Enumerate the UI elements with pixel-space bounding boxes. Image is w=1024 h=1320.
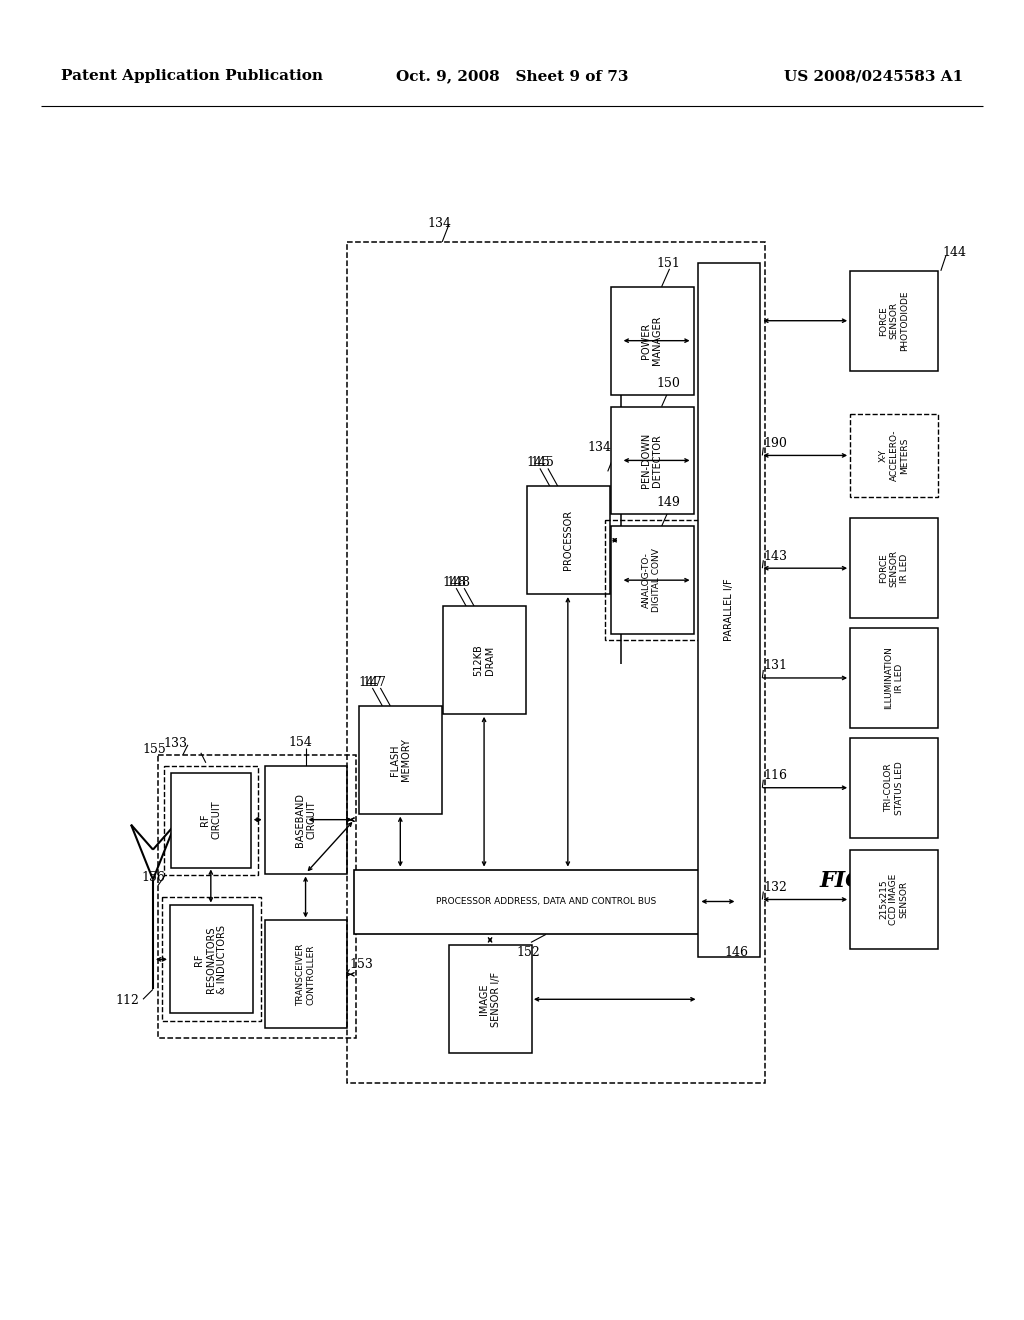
Text: POWER
MANAGER: POWER MANAGER bbox=[641, 315, 663, 366]
Bar bbox=[850, 519, 938, 618]
Bar bbox=[164, 766, 258, 875]
Text: FORCE
SENSOR
PHOTODIODE: FORCE SENSOR PHOTODIODE bbox=[879, 290, 909, 351]
Text: 132: 132 bbox=[763, 880, 787, 894]
Bar bbox=[698, 263, 761, 957]
Bar bbox=[527, 486, 609, 594]
Text: 143: 143 bbox=[763, 549, 787, 562]
Text: PROCESSOR: PROCESSOR bbox=[563, 511, 572, 570]
Text: X-Y
ACCELERO-
METERS: X-Y ACCELERO- METERS bbox=[879, 430, 909, 482]
Text: 512KB
DRAM: 512KB DRAM bbox=[473, 644, 495, 676]
Text: FORCE
SENSOR
IR LED: FORCE SENSOR IR LED bbox=[879, 549, 909, 587]
Bar bbox=[450, 945, 531, 1053]
Text: 145: 145 bbox=[530, 457, 554, 470]
Text: Patent Application Publication: Patent Application Publication bbox=[61, 69, 324, 83]
Text: 134: 134 bbox=[588, 441, 611, 454]
Text: US 2008/0245583 A1: US 2008/0245583 A1 bbox=[783, 69, 963, 83]
Bar bbox=[610, 286, 693, 395]
Text: ILLUMINATION
IR LED: ILLUMINATION IR LED bbox=[885, 647, 903, 709]
Bar bbox=[170, 906, 253, 1014]
Bar bbox=[264, 920, 347, 1028]
Text: 134: 134 bbox=[427, 216, 452, 230]
Text: 149: 149 bbox=[656, 496, 681, 510]
Text: FIG. 10: FIG. 10 bbox=[819, 870, 910, 891]
Text: 156: 156 bbox=[141, 871, 165, 883]
Text: 155: 155 bbox=[142, 743, 166, 756]
Text: 150: 150 bbox=[656, 376, 681, 389]
Bar bbox=[605, 520, 737, 640]
Bar bbox=[354, 870, 737, 935]
Bar bbox=[850, 850, 938, 949]
Text: TRI-COLOR
STATUS LED: TRI-COLOR STATUS LED bbox=[885, 760, 903, 814]
Bar bbox=[443, 606, 526, 714]
Text: 147: 147 bbox=[362, 676, 386, 689]
Bar bbox=[171, 772, 251, 867]
Text: 148: 148 bbox=[442, 576, 466, 589]
Text: 153: 153 bbox=[349, 958, 374, 970]
Text: 154: 154 bbox=[289, 735, 312, 748]
Bar bbox=[162, 898, 261, 1022]
Text: PARALLEL I/F: PARALLEL I/F bbox=[724, 578, 734, 642]
Text: 131: 131 bbox=[763, 660, 787, 672]
Text: 190: 190 bbox=[763, 437, 787, 450]
Text: RF
CIRCUIT: RF CIRCUIT bbox=[200, 800, 221, 840]
Bar bbox=[850, 413, 938, 498]
Text: Oct. 9, 2008   Sheet 9 of 73: Oct. 9, 2008 Sheet 9 of 73 bbox=[395, 69, 629, 83]
Bar bbox=[347, 242, 765, 1084]
Text: 148: 148 bbox=[446, 576, 470, 589]
Text: 146: 146 bbox=[724, 946, 749, 960]
Bar bbox=[264, 766, 347, 874]
Text: 152: 152 bbox=[516, 946, 540, 960]
Bar bbox=[359, 706, 442, 813]
Bar bbox=[610, 407, 693, 515]
Text: 151: 151 bbox=[656, 257, 681, 269]
Bar bbox=[610, 527, 693, 634]
Text: PROCESSOR ADDRESS, DATA AND CONTROL BUS: PROCESSOR ADDRESS, DATA AND CONTROL BUS bbox=[436, 898, 656, 906]
Text: 215x215
CCD IMAGE
SENSOR: 215x215 CCD IMAGE SENSOR bbox=[879, 874, 909, 925]
Bar bbox=[850, 271, 938, 371]
Text: 116: 116 bbox=[763, 770, 787, 783]
Bar bbox=[158, 755, 356, 1039]
Text: TRANSCEIVER
CONTROLLER: TRANSCEIVER CONTROLLER bbox=[296, 944, 315, 1006]
Text: IMAGE
SENSOR I/F: IMAGE SENSOR I/F bbox=[479, 972, 501, 1027]
Bar bbox=[850, 738, 938, 838]
Text: PEN-DOWN
DETECTOR: PEN-DOWN DETECTOR bbox=[641, 433, 663, 488]
Text: RF
RESONATORS
& INDUCTORS: RF RESONATORS & INDUCTORS bbox=[195, 925, 227, 994]
Text: ANALOG-TO-
DIGITAL CONV: ANALOG-TO- DIGITAL CONV bbox=[642, 548, 662, 612]
Text: 147: 147 bbox=[358, 676, 382, 689]
Text: 112: 112 bbox=[115, 994, 139, 1007]
Text: FLASH
MEMORY: FLASH MEMORY bbox=[389, 738, 411, 781]
Bar bbox=[850, 628, 938, 727]
Text: 145: 145 bbox=[526, 457, 550, 470]
Text: BASEBAND
CIRCUIT: BASEBAND CIRCUIT bbox=[295, 793, 316, 846]
Text: 144: 144 bbox=[943, 246, 967, 259]
Text: 133: 133 bbox=[163, 737, 187, 750]
